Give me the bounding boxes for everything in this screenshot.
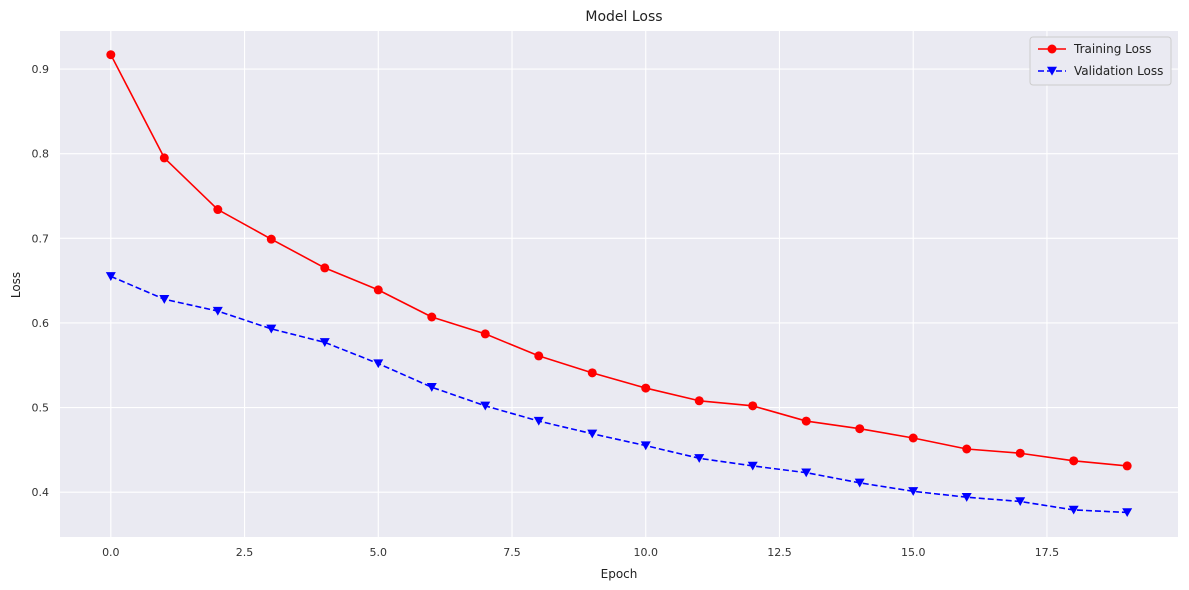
data-point xyxy=(587,368,597,378)
chart-title: Model Loss xyxy=(585,9,662,25)
legend: Training Loss Validation Loss xyxy=(1029,36,1172,86)
y-tick-label: 0.6 xyxy=(32,317,50,330)
data-point xyxy=(1069,456,1079,466)
y-tick-label: 0.7 xyxy=(32,232,50,245)
data-point xyxy=(801,416,811,426)
plot-background xyxy=(60,31,1178,537)
data-point xyxy=(640,441,651,451)
data-point xyxy=(266,234,276,244)
series-validation-loss xyxy=(105,272,1133,518)
series-layer xyxy=(105,50,1133,518)
x-axis-label: Epoch xyxy=(601,567,638,581)
data-point xyxy=(587,429,598,439)
legend-item: Validation Loss xyxy=(1038,64,1163,78)
data-point xyxy=(534,351,544,361)
data-point xyxy=(480,401,491,411)
x-axis-ticks: 0.0 2.5 5.0 7.5 10.0 12.5 15.0 17.5 xyxy=(102,546,1059,559)
data-point xyxy=(212,306,223,316)
x-tick-label: 12.5 xyxy=(767,546,792,559)
legend-marker xyxy=(1047,44,1057,54)
data-point xyxy=(908,487,919,496)
data-point xyxy=(533,416,544,426)
x-tick-label: 0.0 xyxy=(102,546,120,559)
y-tick-label: 0.8 xyxy=(32,148,50,161)
data-point xyxy=(319,338,330,347)
data-point xyxy=(694,396,704,406)
data-point xyxy=(641,383,651,393)
data-point xyxy=(106,50,116,60)
data-point xyxy=(908,433,918,443)
data-point xyxy=(1015,497,1026,507)
data-point xyxy=(105,272,116,281)
y-tick-label: 0.5 xyxy=(32,402,50,415)
grid-lines xyxy=(60,31,1178,537)
data-point xyxy=(962,444,972,454)
data-point xyxy=(266,324,277,334)
legend-label: Validation Loss xyxy=(1074,64,1163,78)
y-axis-ticks: 0.4 0.5 0.6 0.7 0.8 0.9 xyxy=(32,63,50,499)
x-tick-label: 5.0 xyxy=(370,546,388,559)
data-point xyxy=(320,263,330,273)
data-point xyxy=(748,401,758,411)
data-point xyxy=(1015,448,1025,458)
data-point xyxy=(159,295,170,304)
plot-area xyxy=(60,31,1178,537)
y-tick-label: 0.9 xyxy=(32,63,50,76)
data-point xyxy=(427,312,437,322)
x-tick-label: 15.0 xyxy=(901,546,926,559)
x-tick-label: 2.5 xyxy=(236,546,254,559)
data-point xyxy=(1122,461,1132,471)
y-axis-label: Loss xyxy=(9,272,23,298)
legend-label: Training Loss xyxy=(1073,42,1151,56)
data-point xyxy=(373,359,384,369)
legend-item: Training Loss xyxy=(1038,42,1151,56)
data-point xyxy=(747,461,758,471)
data-point xyxy=(373,285,383,295)
data-point xyxy=(961,493,972,502)
series-line xyxy=(110,275,1128,514)
series-training-loss xyxy=(106,50,1132,471)
data-point xyxy=(213,205,223,215)
legend-marker xyxy=(1047,66,1057,76)
y-tick-label: 0.4 xyxy=(32,486,50,499)
data-point xyxy=(694,454,705,463)
data-point xyxy=(855,424,865,434)
data-point xyxy=(426,383,437,392)
x-tick-label: 17.5 xyxy=(1035,546,1060,559)
series-line xyxy=(110,54,1128,467)
data-point xyxy=(801,468,812,478)
data-point xyxy=(854,478,865,488)
data-point xyxy=(1122,508,1133,518)
x-tick-label: 10.0 xyxy=(633,546,658,559)
data-point xyxy=(1068,505,1079,515)
data-point xyxy=(159,153,169,163)
data-point xyxy=(480,329,490,339)
x-tick-label: 7.5 xyxy=(503,546,521,559)
